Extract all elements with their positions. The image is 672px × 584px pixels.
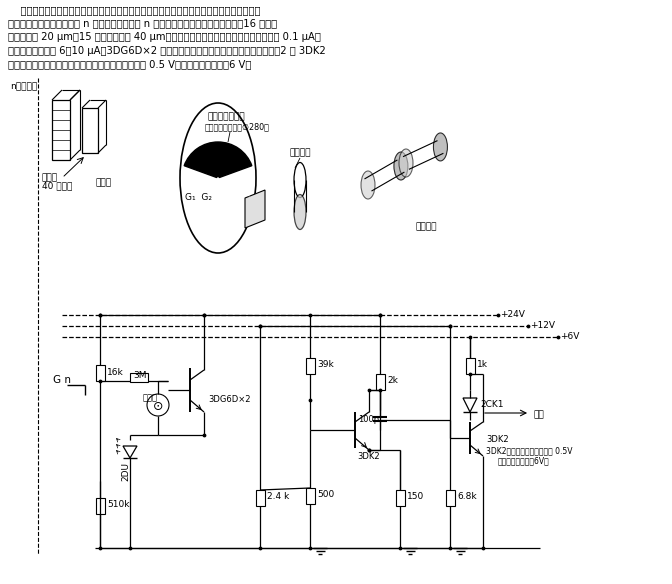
Text: 长钨丝灯: 长钨丝灯	[415, 222, 437, 231]
Text: 2DU: 2DU	[121, 462, 130, 481]
Text: 组成施密特触发器，功能是整形。有光照时输出小于 0.5 V，无光照时输出达＋6 V。: 组成施密特触发器，功能是整形。有光照时输出小于 0.5 V，无光照时输出达＋6 …	[8, 59, 251, 69]
Text: 无光照时，读数约 6～10 μA。3DG6D×2 为复合管，有较大放大倍数，又为射极输出。2 个 3DK2: 无光照时，读数约 6～10 μA。3DG6D×2 为复合管，有较大放大倍数，又为…	[8, 46, 326, 55]
Text: 510k: 510k	[107, 500, 130, 509]
Ellipse shape	[394, 152, 408, 180]
Text: 40 毫米宽: 40 毫米宽	[42, 181, 73, 190]
Text: （最低位码道直径∅280）: （最低位码道直径∅280）	[205, 122, 270, 131]
Circle shape	[147, 394, 169, 416]
Text: 3DK2: 3DK2	[486, 435, 509, 444]
Text: 镀铬光学编码盘: 镀铬光学编码盘	[208, 112, 246, 121]
Ellipse shape	[399, 149, 413, 177]
Text: G n: G n	[53, 375, 71, 385]
Text: 500: 500	[317, 490, 334, 499]
Text: 仪器转轴: 仪器转轴	[290, 148, 312, 157]
Bar	[255, 490, 265, 506]
Bar	[82, 108, 98, 153]
Text: +24V: +24V	[500, 310, 525, 319]
Text: 柱面棱: 柱面棱	[96, 178, 112, 187]
Bar	[446, 490, 454, 506]
Wedge shape	[184, 142, 252, 178]
Bar	[95, 498, 105, 514]
Text: 2.4 k: 2.4 k	[267, 492, 289, 501]
Text: 39k: 39k	[317, 360, 334, 369]
Bar	[306, 358, 314, 374]
Text: 光狭缝: 光狭缝	[42, 173, 58, 182]
Ellipse shape	[294, 194, 306, 230]
Text: 3DK2: 3DK2	[357, 452, 380, 461]
Bar	[396, 490, 405, 506]
Text: 16k: 16k	[107, 368, 124, 377]
Polygon shape	[245, 190, 265, 228]
Bar	[376, 374, 384, 390]
Text: +12V: +12V	[530, 321, 555, 330]
Text: G₁  G₂: G₁ G₂	[185, 193, 212, 202]
Text: 1k: 1k	[477, 360, 488, 369]
Bar	[466, 358, 474, 374]
Ellipse shape	[433, 133, 448, 161]
Text: 钨丝灯泡发出的光，经过透镜、柱面棱，再通过镀铬光学编码盘狭缝到达光敏管。编码盘按: 钨丝灯泡发出的光，经过透镜、柱面棱，再通过镀铬光学编码盘狭缝到达光敏管。编码盘按	[8, 5, 261, 15]
Polygon shape	[123, 446, 137, 458]
Text: n位光敏管: n位光敏管	[10, 82, 37, 91]
Text: 2CK1: 2CK1	[480, 400, 503, 409]
Text: 无光照时高电平＋6V）: 无光照时高电平＋6V）	[498, 456, 550, 465]
Bar	[95, 365, 105, 381]
Text: 6.8k: 6.8k	[457, 492, 476, 501]
Text: 150: 150	[407, 492, 424, 501]
Text: 微安表: 微安表	[143, 393, 158, 402]
Text: +6V: +6V	[560, 332, 579, 341]
Polygon shape	[463, 398, 477, 412]
Text: 2k: 2k	[387, 376, 398, 385]
Bar	[306, 488, 314, 504]
Text: 3M: 3M	[133, 371, 146, 380]
Bar	[130, 373, 148, 381]
Text: 100p: 100p	[358, 415, 379, 424]
Bar	[52, 100, 70, 160]
Text: 光狭缝宽度 20 μm，15 位光狭缝宽度 40 μm，这样可靠性较好。光照时微安表读数约为 0.1 μA；: 光狭缝宽度 20 μm，15 位光狭缝宽度 40 μm，这样可靠性较好。光照时微…	[8, 32, 321, 42]
Text: 3DK2（有光照时低电平小于 0.5V: 3DK2（有光照时低电平小于 0.5V	[486, 446, 573, 455]
Text: ⊙: ⊙	[153, 399, 163, 412]
Ellipse shape	[361, 171, 375, 199]
Text: 3DG6D×2: 3DG6D×2	[208, 395, 251, 404]
Text: 输出: 输出	[533, 410, 544, 419]
Text: 循环二进码刻制，若对应于 n 位二进码，就需要 n 只光敏管一直线排在光狭缝后面。16 位要求: 循环二进码刻制，若对应于 n 位二进码，就需要 n 只光敏管一直线排在光狭缝后面…	[8, 19, 277, 29]
